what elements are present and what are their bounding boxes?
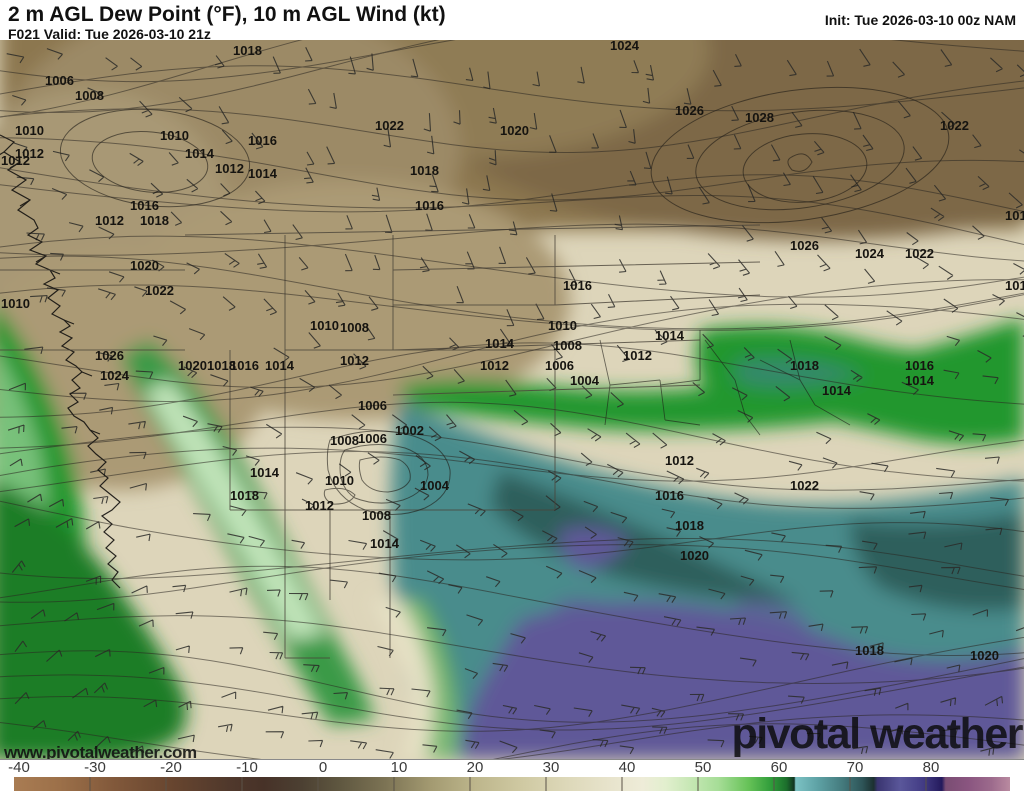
svg-text:1016: 1016 [130, 198, 159, 213]
svg-text:0: 0 [319, 760, 327, 776]
svg-text:70: 70 [847, 760, 864, 776]
svg-text:1008: 1008 [362, 508, 391, 523]
svg-text:10: 10 [391, 760, 408, 776]
svg-text:1012: 1012 [95, 213, 124, 228]
svg-text:1014: 1014 [1005, 278, 1024, 293]
svg-text:1014: 1014 [248, 166, 278, 181]
svg-text:1022: 1022 [375, 118, 404, 133]
svg-text:1012: 1012 [215, 161, 244, 176]
svg-text:1010: 1010 [160, 128, 189, 143]
svg-text:1018: 1018 [1005, 208, 1024, 223]
svg-text:1024: 1024 [855, 246, 885, 261]
svg-text:1012: 1012 [340, 353, 369, 368]
svg-text:1010: 1010 [310, 318, 339, 333]
svg-text:1018: 1018 [790, 358, 819, 373]
svg-text:1014: 1014 [822, 383, 852, 398]
svg-text:1014: 1014 [265, 358, 295, 373]
svg-text:1022: 1022 [905, 246, 934, 261]
svg-text:1008: 1008 [75, 88, 104, 103]
svg-text:1008: 1008 [330, 433, 359, 448]
svg-text:1012: 1012 [665, 453, 694, 468]
svg-text:1008: 1008 [553, 338, 582, 353]
svg-text:1014: 1014 [250, 465, 280, 480]
svg-text:1024: 1024 [100, 368, 130, 383]
svg-text:1014: 1014 [370, 536, 400, 551]
svg-text:1016: 1016 [905, 358, 934, 373]
svg-text:1026: 1026 [95, 348, 124, 363]
svg-text:1022: 1022 [145, 283, 174, 298]
svg-text:1014: 1014 [655, 328, 685, 343]
svg-text:1014: 1014 [905, 373, 935, 388]
svg-text:1014: 1014 [185, 146, 215, 161]
svg-text:1008: 1008 [340, 320, 369, 335]
svg-text:1018: 1018 [140, 213, 169, 228]
svg-text:1012: 1012 [305, 498, 334, 513]
svg-text:1022: 1022 [940, 118, 969, 133]
svg-text:-10: -10 [236, 760, 258, 776]
svg-text:-20: -20 [160, 760, 182, 776]
svg-text:1018: 1018 [230, 488, 259, 503]
svg-text:40: 40 [619, 760, 636, 776]
svg-text:1010: 1010 [325, 473, 354, 488]
svg-text:1010: 1010 [1, 296, 30, 311]
svg-text:1006: 1006 [358, 431, 387, 446]
svg-text:1020: 1020 [178, 358, 207, 373]
svg-text:30: 30 [543, 760, 560, 776]
svg-text:1018: 1018 [233, 43, 262, 58]
svg-text:1006: 1006 [545, 358, 574, 373]
svg-text:1002: 1002 [395, 423, 424, 438]
svg-text:20: 20 [467, 760, 484, 776]
svg-text:1016: 1016 [563, 278, 592, 293]
svg-text:1018: 1018 [675, 518, 704, 533]
svg-text:1020: 1020 [500, 123, 529, 138]
svg-text:1026: 1026 [790, 238, 819, 253]
svg-text:1006: 1006 [358, 398, 387, 413]
svg-text:1012: 1012 [480, 358, 509, 373]
svg-text:1020: 1020 [680, 548, 709, 563]
svg-text:1012: 1012 [1, 153, 30, 168]
svg-text:80: 80 [923, 760, 940, 776]
svg-text:1022: 1022 [790, 478, 819, 493]
svg-text:1024: 1024 [610, 40, 640, 53]
svg-text:1006: 1006 [45, 73, 74, 88]
svg-text:1016: 1016 [655, 488, 684, 503]
svg-text:1028: 1028 [745, 110, 774, 125]
svg-text:1012: 1012 [623, 348, 652, 363]
svg-text:50: 50 [695, 760, 712, 776]
svg-text:1016: 1016 [230, 358, 259, 373]
svg-text:-30: -30 [84, 760, 106, 776]
svg-text:1016: 1016 [248, 133, 277, 148]
svg-text:-40: -40 [8, 760, 30, 776]
svg-text:1016: 1016 [415, 198, 444, 213]
svg-text:1004: 1004 [570, 373, 600, 388]
svg-text:1004: 1004 [420, 478, 450, 493]
svg-text:1014: 1014 [485, 336, 515, 351]
svg-text:1020: 1020 [970, 648, 999, 663]
svg-text:60: 60 [771, 760, 788, 776]
svg-text:1018: 1018 [410, 163, 439, 178]
svg-text:1010: 1010 [548, 318, 577, 333]
svg-text:1018: 1018 [855, 643, 884, 658]
svg-text:1020: 1020 [130, 258, 159, 273]
svg-text:1010: 1010 [15, 123, 44, 138]
svg-text:1026: 1026 [675, 103, 704, 118]
